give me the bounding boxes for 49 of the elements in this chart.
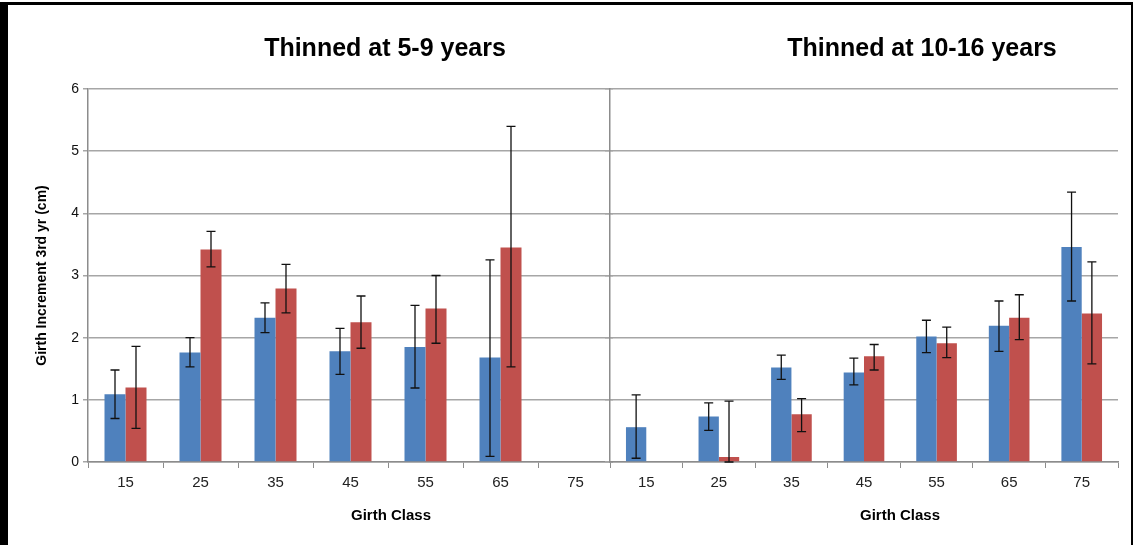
bar	[1081, 313, 1103, 462]
y-tick-label: 1	[71, 390, 80, 407]
x-tick-label: 65	[1000, 473, 1018, 491]
x-tick-label: 15	[637, 473, 655, 491]
x-tick-label: 45	[342, 473, 359, 491]
x-tick-label: 65	[492, 473, 509, 491]
x-tick-label: 15	[117, 473, 134, 491]
x-axis-title: Girth Class	[350, 506, 432, 524]
y-tick-label: 4	[71, 204, 80, 221]
bar	[275, 288, 297, 462]
x-tick-label: 75	[567, 473, 584, 491]
x-tick-label: 55	[928, 473, 945, 491]
bar	[791, 414, 812, 462]
x-tick-label: 25	[710, 473, 728, 491]
bar	[179, 352, 201, 462]
x-tick-label: 75	[1073, 473, 1091, 491]
y-tick-label: 2	[71, 328, 80, 345]
bar	[936, 343, 957, 462]
x-tick-label: 25	[192, 473, 209, 491]
y-axis-title: Girth Increment 3rd yr (cm)	[33, 185, 50, 366]
bar	[200, 249, 222, 462]
bar	[425, 308, 447, 462]
bar	[1009, 317, 1030, 462]
bar	[988, 325, 1010, 462]
y-tick-label: 3	[71, 266, 80, 283]
bar	[125, 387, 147, 462]
y-tick-label: 5	[71, 142, 80, 159]
bar	[864, 356, 885, 462]
x-tick-label: 35	[267, 473, 284, 491]
y-tick-label: 0	[71, 452, 80, 469]
bar	[500, 247, 522, 462]
bar	[771, 367, 792, 462]
x-tick-label: 45	[855, 473, 873, 491]
bar	[843, 372, 864, 462]
x-tick-label: 55	[417, 473, 434, 491]
x-axis-title: Girth Class	[859, 506, 941, 524]
bar	[329, 351, 351, 462]
bar	[479, 357, 501, 462]
bar	[916, 336, 937, 462]
bar	[254, 317, 276, 462]
chart-title: Thinned at 10-16 years	[787, 33, 1057, 62]
bar	[350, 322, 372, 462]
bar	[104, 394, 126, 462]
bar	[404, 346, 426, 462]
x-tick-label: 35	[783, 473, 800, 491]
chart-title: Thinned at 5-9 years	[264, 33, 506, 62]
bar	[1061, 246, 1082, 462]
y-tick-label: 6	[71, 79, 80, 96]
bar	[698, 416, 719, 462]
